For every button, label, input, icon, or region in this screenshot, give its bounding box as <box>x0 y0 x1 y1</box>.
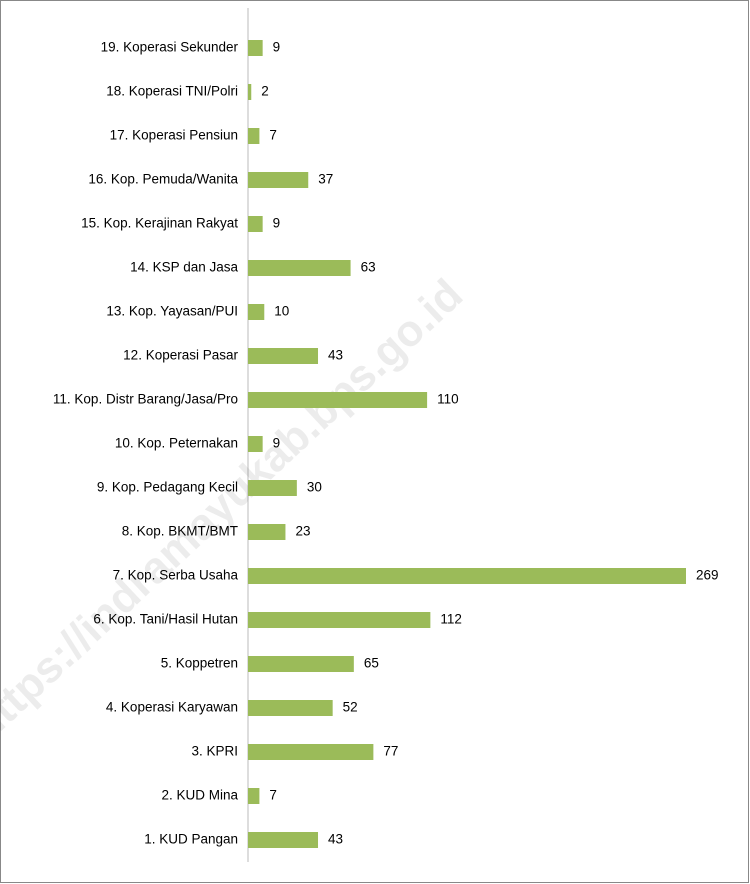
value-label: 9 <box>273 216 281 231</box>
bar <box>248 524 286 540</box>
category-label: 18. Koperasi TNI/Polri <box>106 84 238 99</box>
bar <box>248 568 686 584</box>
category-label: 13. Kop. Yayasan/PUI <box>106 304 238 319</box>
bar <box>248 656 354 672</box>
value-label: 7 <box>269 788 277 803</box>
value-label: 9 <box>273 436 281 451</box>
bar <box>248 260 351 276</box>
category-label: 6. Kop. Tani/Hasil Hutan <box>93 612 238 627</box>
value-label: 30 <box>307 480 322 495</box>
bar <box>248 480 297 496</box>
category-label: 12. Koperasi Pasar <box>123 348 238 363</box>
value-label: 10 <box>274 304 289 319</box>
category-label: 15. Kop. Kerajinan Rakyat <box>81 216 238 231</box>
category-label: 16. Kop. Pemuda/Wanita <box>88 172 238 187</box>
bar <box>248 700 333 716</box>
value-label: 112 <box>440 612 462 627</box>
bar <box>248 612 431 628</box>
category-label: 7. Kop. Serba Usaha <box>113 568 239 583</box>
category-label: 14. KSP dan Jasa <box>130 260 238 275</box>
category-label: 8. Kop. BKMT/BMT <box>122 524 238 539</box>
bar <box>248 832 319 848</box>
value-label: 9 <box>273 40 281 55</box>
bar <box>248 304 265 320</box>
bar <box>248 40 263 56</box>
bar <box>248 348 319 364</box>
bar <box>248 128 260 144</box>
value-label: 2 <box>261 84 269 99</box>
category-label: 11. Kop. Distr Barang/Jasa/Pro <box>53 392 238 407</box>
category-label: 3. KPRI <box>191 744 238 759</box>
value-label: 110 <box>437 392 459 407</box>
value-label: 65 <box>364 656 379 671</box>
bar <box>248 172 309 188</box>
value-label: 77 <box>383 744 398 759</box>
bar <box>248 216 263 232</box>
bar <box>248 788 260 804</box>
category-label: 17. Koperasi Pensiun <box>110 128 238 143</box>
category-label: 2. KUD Mina <box>161 788 238 803</box>
value-label: 63 <box>361 260 376 275</box>
category-label: 5. Koppetren <box>161 656 238 671</box>
bar <box>248 436 263 452</box>
bar <box>248 84 252 100</box>
category-label: 4. Koperasi Karyawan <box>106 700 238 715</box>
value-label: 43 <box>328 832 343 847</box>
value-label: 52 <box>343 700 358 715</box>
category-label: 1. KUD Pangan <box>144 832 238 847</box>
bar <box>248 392 428 408</box>
value-label: 269 <box>696 568 719 583</box>
value-label: 37 <box>318 172 333 187</box>
bar <box>248 744 374 760</box>
value-label: 7 <box>269 128 277 143</box>
category-label: 9. Kop. Pedagang Kecil <box>97 480 238 495</box>
value-label: 43 <box>328 348 343 363</box>
category-label: 19. Koperasi Sekunder <box>101 40 239 55</box>
category-label: 10. Kop. Peternakan <box>115 436 238 451</box>
value-label: 23 <box>295 524 310 539</box>
